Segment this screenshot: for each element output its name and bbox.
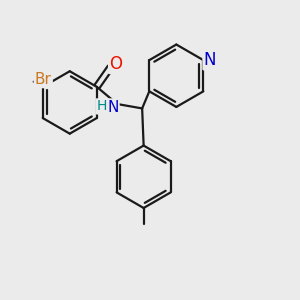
Text: N: N bbox=[107, 100, 118, 115]
Text: H: H bbox=[97, 99, 107, 113]
Text: O: O bbox=[109, 55, 122, 73]
Text: N: N bbox=[204, 51, 216, 69]
Text: Br: Br bbox=[35, 72, 52, 87]
